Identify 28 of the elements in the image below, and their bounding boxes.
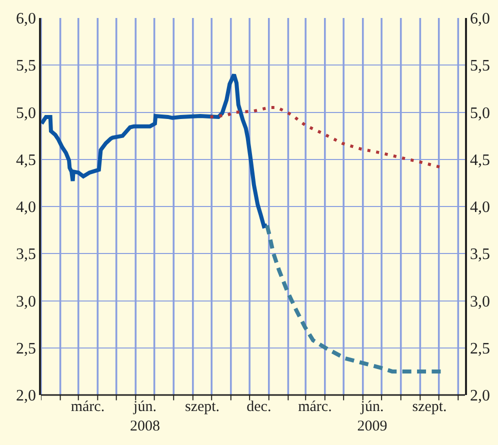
y-tick-label: 5,0: [16, 104, 36, 122]
line-series: [208, 106, 441, 168]
y-tick-label: 2,0: [16, 388, 36, 405]
y2-tick-label: 6,0: [470, 10, 490, 28]
y2-tick-label: 4,5: [470, 152, 490, 169]
line-series: [265, 223, 443, 374]
x-tick-label: jún. 2009: [357, 399, 388, 434]
x-tick-label: márc.: [70, 399, 105, 415]
line-series: [41, 72, 270, 228]
x-tick-label: szept.: [184, 399, 220, 415]
y2-tick-label: 5,5: [470, 58, 490, 75]
y2-tick-label: 2,0: [470, 388, 490, 405]
y-tick-label: 5,5: [16, 58, 36, 75]
y-tick-label: 3,0: [16, 293, 36, 310]
y2-tick-label: 5,0: [470, 104, 490, 122]
y2-tick-label: 4,0: [470, 199, 490, 216]
x-tick-label: szept.: [412, 399, 447, 415]
y-tick-label: 3,5: [16, 246, 36, 264]
y-tick-label: 6,0: [16, 10, 36, 28]
y2-tick-label: 3,0: [470, 293, 490, 310]
x-tick-label: dec.: [246, 399, 272, 415]
y-tick-label: 4,5: [16, 152, 36, 169]
y2-tick-label: 2,5: [470, 340, 490, 358]
y2-tick-label: 3,5: [470, 246, 490, 264]
x-tick-label: márc.: [298, 399, 332, 415]
y-tick-label: 2,5: [16, 340, 36, 358]
y-tick-label: 4,0: [16, 199, 36, 216]
x-tick-label: jún. 2008: [130, 399, 160, 434]
